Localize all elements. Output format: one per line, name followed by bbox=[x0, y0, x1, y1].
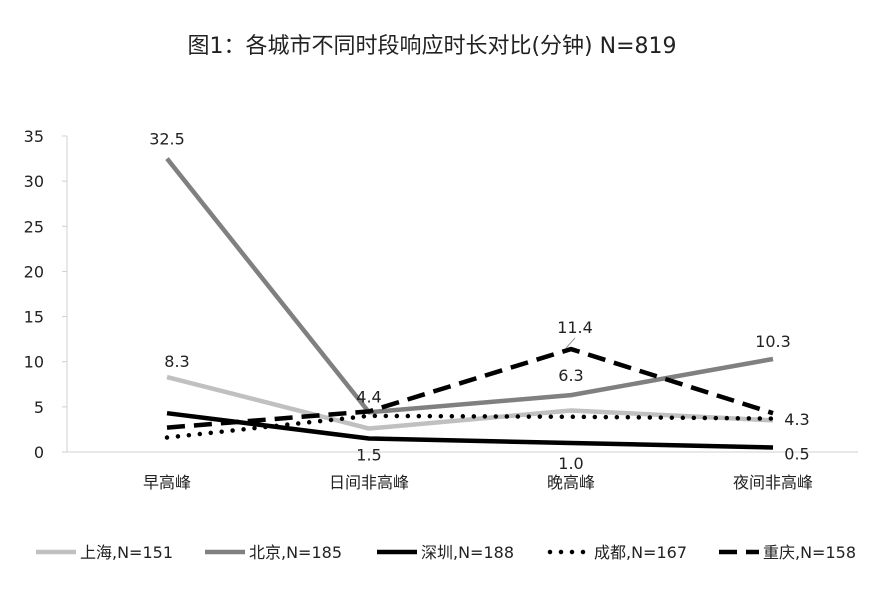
data-label: 6.3 bbox=[558, 366, 583, 385]
y-tick-label: 15 bbox=[24, 308, 44, 327]
legend-label: 上海,N=151 bbox=[80, 543, 173, 562]
legend: 上海,N=151 北京,N=185 深圳,N=188 成都,N=167 重庆,N=158 bbox=[36, 543, 856, 562]
label-leader-line bbox=[565, 337, 576, 349]
series-line-1 bbox=[165, 157, 774, 415]
y-tick-label: 10 bbox=[24, 353, 44, 372]
data-labels: 32.5 8.3 4.4 1.5 11.4 6.3 1.0 10.3 4.3 0.5 bbox=[149, 130, 810, 473]
data-label: 4.3 bbox=[784, 410, 809, 429]
y-tick-label: 35 bbox=[24, 127, 44, 146]
data-label: 11.4 bbox=[557, 318, 593, 337]
legend-label: 重庆,N=158 bbox=[763, 543, 856, 562]
data-label: 1.0 bbox=[558, 454, 583, 473]
y-tick-label: 25 bbox=[24, 217, 44, 236]
series-line-4 bbox=[166, 346, 774, 430]
data-label: 8.3 bbox=[164, 352, 189, 371]
x-tick-label: 日间非高峰 bbox=[329, 473, 409, 492]
data-label: 1.5 bbox=[356, 445, 381, 464]
x-tick-label: 夜间非高峰 bbox=[733, 473, 813, 492]
y-tick-label: 20 bbox=[24, 262, 44, 281]
legend-label: 成都,N=167 bbox=[594, 543, 687, 562]
x-tick-label: 早高峰 bbox=[143, 473, 191, 492]
data-label: 4.4 bbox=[356, 387, 381, 406]
data-label: 10.3 bbox=[755, 332, 791, 351]
series-line-3 bbox=[164, 413, 776, 440]
y-tick-label: 0 bbox=[34, 443, 44, 462]
axes: 0 5 10 15 20 25 30 35 早高峰 日间非高峰 晚高峰 夜间非高峰 bbox=[24, 127, 858, 492]
y-tick-label: 5 bbox=[34, 398, 44, 417]
series-line-2 bbox=[166, 410, 774, 450]
data-label: 32.5 bbox=[149, 130, 185, 149]
series-line-0 bbox=[166, 374, 774, 431]
series-layer bbox=[164, 157, 776, 450]
x-tick-label: 晚高峰 bbox=[547, 473, 595, 492]
y-tick-label: 30 bbox=[24, 172, 44, 191]
chart-title: 图1：各城市不同时段响应时长对比(分钟) N=819 bbox=[187, 34, 676, 59]
legend-label: 北京,N=185 bbox=[249, 543, 342, 562]
data-label: 0.5 bbox=[784, 444, 809, 463]
legend-label: 深圳,N=188 bbox=[421, 543, 514, 562]
